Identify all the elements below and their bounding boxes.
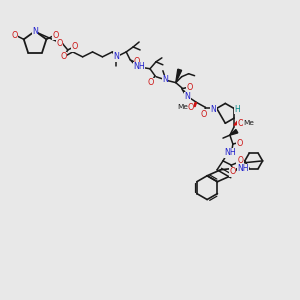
Text: O: O	[148, 78, 154, 87]
Polygon shape	[230, 130, 238, 135]
Text: O: O	[200, 110, 207, 119]
Text: Me: Me	[243, 120, 254, 126]
Text: H: H	[234, 105, 240, 114]
Text: N: N	[162, 75, 168, 84]
Text: N: N	[32, 27, 38, 36]
Text: Me: Me	[177, 104, 188, 110]
Text: O: O	[61, 52, 67, 62]
Text: NH: NH	[237, 164, 249, 173]
Text: N: N	[237, 158, 243, 167]
Text: NH: NH	[224, 148, 236, 158]
Text: O: O	[134, 57, 140, 66]
Text: O: O	[186, 83, 193, 92]
Text: O: O	[12, 31, 18, 40]
Text: O: O	[188, 103, 194, 112]
Polygon shape	[234, 121, 240, 125]
Text: O: O	[238, 119, 244, 128]
Text: O: O	[230, 167, 236, 176]
Text: N: N	[185, 92, 191, 101]
Text: N: N	[113, 52, 119, 62]
Polygon shape	[192, 102, 197, 107]
Text: O: O	[71, 43, 78, 52]
Text: NH: NH	[133, 62, 145, 71]
Text: O: O	[238, 156, 244, 165]
Text: N: N	[211, 105, 216, 114]
Text: O: O	[57, 40, 63, 49]
Polygon shape	[176, 69, 182, 82]
Text: O: O	[237, 139, 243, 148]
Text: O: O	[52, 31, 58, 40]
